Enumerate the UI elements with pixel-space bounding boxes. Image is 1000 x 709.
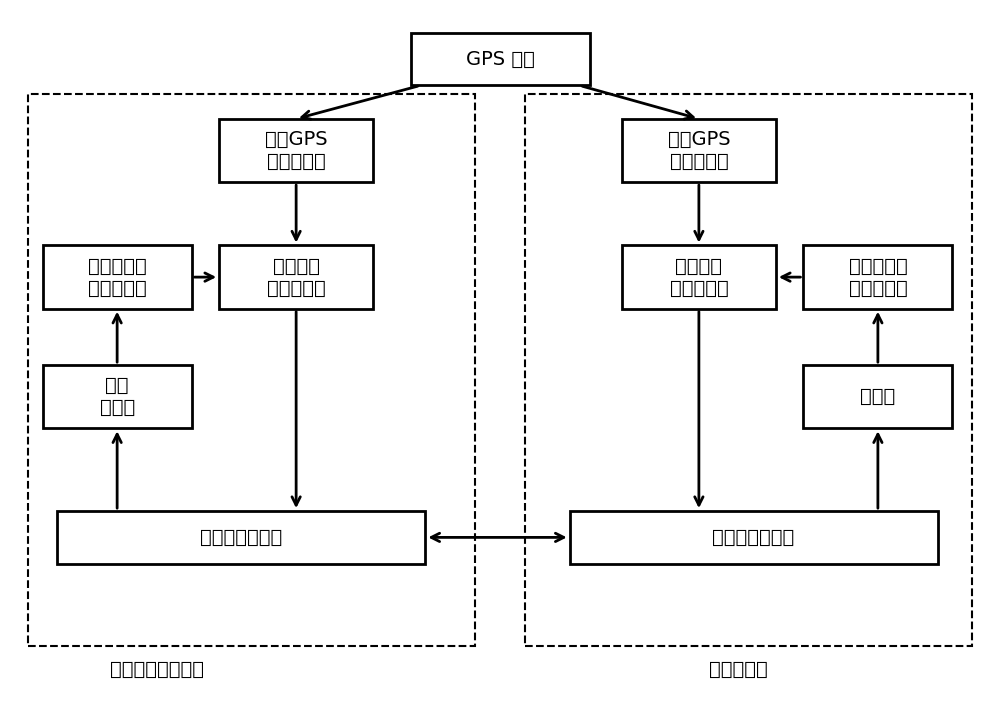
Bar — [219, 119, 373, 182]
Bar — [411, 33, 590, 85]
Text: 现场检定校准设备: 现场检定校准设备 — [110, 660, 204, 679]
Bar — [570, 511, 938, 564]
Bar — [622, 245, 776, 309]
Text: 第一GPS
共视接收机: 第一GPS 共视接收机 — [265, 130, 327, 171]
Text: 现场控制计算机: 现场控制计算机 — [200, 528, 283, 547]
Text: 远程实验室: 远程实验室 — [709, 660, 768, 679]
Text: 直流
电压源: 直流 电压源 — [100, 376, 135, 417]
Bar — [57, 511, 425, 564]
Bar — [622, 119, 776, 182]
Text: GPS 卫星: GPS 卫星 — [466, 50, 534, 69]
Bar — [525, 94, 972, 647]
Text: 第一电压频
率转换模块: 第一电压频 率转换模块 — [88, 257, 147, 298]
Bar — [219, 245, 373, 309]
Bar — [803, 245, 952, 309]
Text: 第二GPS
共视接收机: 第二GPS 共视接收机 — [668, 130, 730, 171]
Text: 第二时间
间隔计数器: 第二时间 间隔计数器 — [670, 257, 728, 298]
Text: 第二电压频
率转换模块: 第二电压频 率转换模块 — [849, 257, 907, 298]
Bar — [803, 365, 952, 428]
Bar — [43, 245, 192, 309]
Bar — [28, 94, 475, 647]
Bar — [43, 365, 192, 428]
Text: 第一时间
间隔计数器: 第一时间 间隔计数器 — [267, 257, 326, 298]
Text: 远端控制计算机: 远端控制计算机 — [712, 528, 795, 547]
Text: 标准器: 标准器 — [860, 387, 896, 406]
